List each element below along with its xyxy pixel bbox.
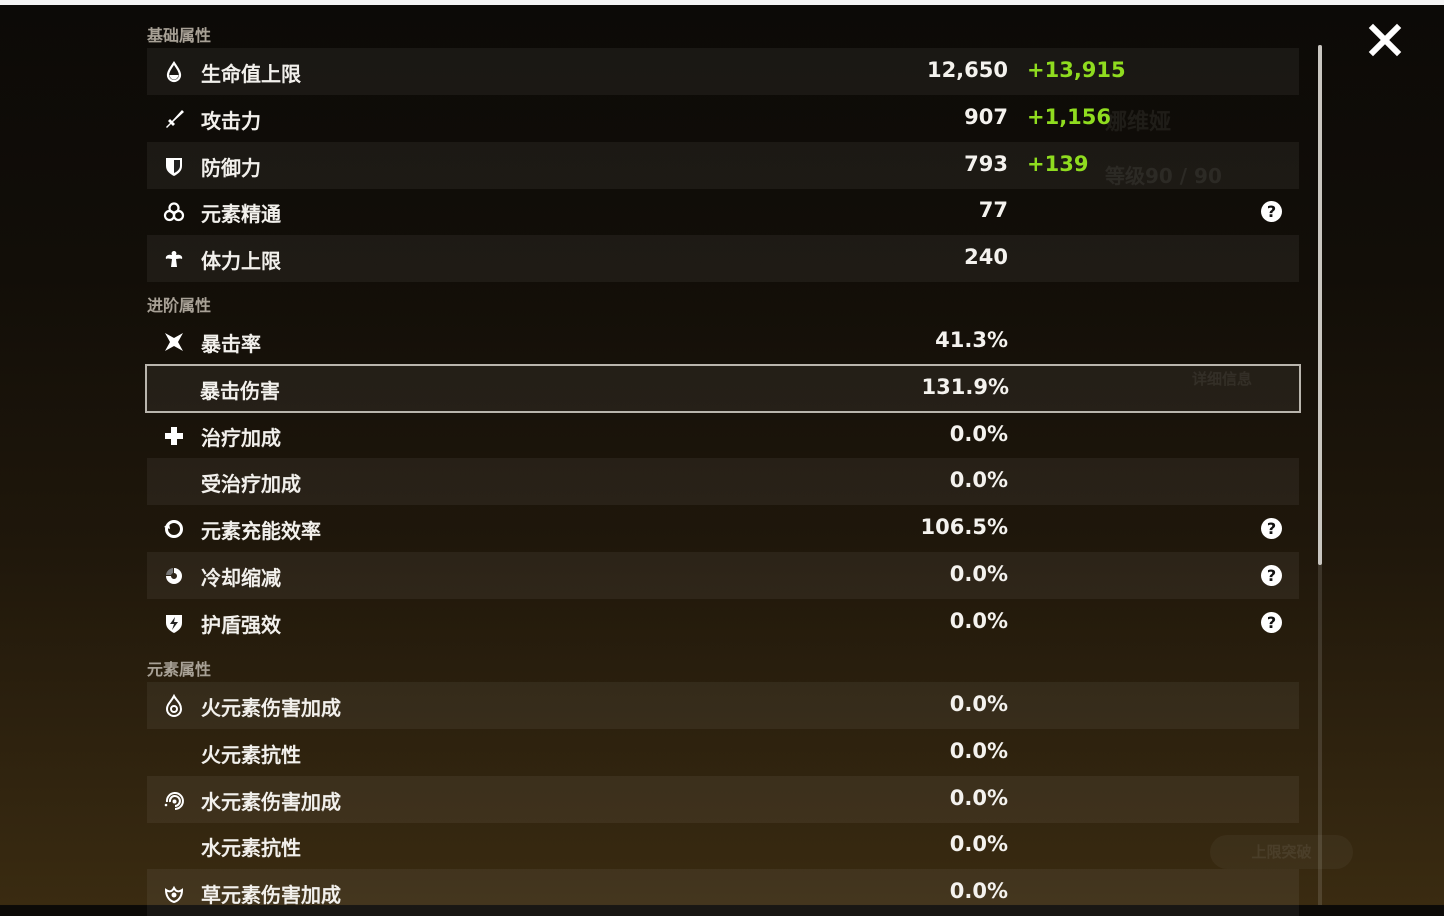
hp-drop-icon [162,60,186,84]
stat-bonus: +13,915 [1027,58,1126,82]
stat-row[interactable]: 治疗加成 0.0% [147,412,1299,459]
bg-character-name: 娜维娅 [1105,110,1172,135]
help-icon[interactable]: ? [1261,612,1282,633]
stat-label: 治疗加成 [201,426,281,450]
stat-label: 暴击率 [201,332,261,356]
stat-value: 77 [978,198,1008,222]
hydro-icon [162,788,186,812]
section-title: 进阶属性 [147,296,212,315]
stat-value: 12,650 [926,58,1008,82]
stat-row[interactable]: 暴击伤害 131.9% [145,364,1301,413]
dendro-icon [162,881,186,905]
stat-row[interactable]: 火元素伤害加成 0.0% [147,682,1299,729]
stat-value: 0.0% [949,832,1008,856]
stat-value: 0.0% [949,786,1008,810]
section-title: 基础属性 [147,26,212,45]
stat-row[interactable]: 体力上限 240 [147,235,1299,282]
stat-label: 元素充能效率 [201,519,321,543]
stat-label: 火元素抗性 [201,743,301,767]
stat-value: 907 [964,105,1008,129]
stat-row[interactable]: 攻击力 907 +1,156 [147,95,1299,142]
stat-row[interactable]: 生命值上限 12,650 +13,915 [147,48,1299,95]
stat-row[interactable]: 防御力 793 +139 [147,142,1299,189]
stat-row[interactable]: 元素精通 77? [147,188,1299,235]
pyro-icon [162,694,186,718]
stat-bonus: +1,156 [1027,105,1112,129]
close-button[interactable] [1368,23,1402,57]
stat-value: 0.0% [949,739,1008,763]
close-icon [1368,23,1402,57]
stat-row[interactable]: 暴击率 41.3% [147,318,1299,365]
stat-row[interactable]: 水元素抗性 0.0% [147,822,1299,869]
stat-value: 41.3% [935,328,1008,352]
stat-row[interactable]: 护盾强效 0.0%? [147,599,1299,646]
help-icon[interactable]: ? [1261,518,1282,539]
energy-recharge-icon [162,517,186,541]
crit-rate-icon [162,330,186,354]
stat-row[interactable]: 火元素抗性 0.0% [147,729,1299,776]
stat-label: 草元素伤害加成 [201,883,341,907]
stat-value: 0.0% [949,562,1008,586]
healing-cross-icon [162,424,186,448]
help-icon[interactable]: ? [1261,565,1282,586]
sword-icon [162,107,186,131]
stat-label: 防御力 [201,156,261,180]
stat-row[interactable]: 冷却缩减 0.0%? [147,552,1299,599]
stat-value: 106.5% [920,515,1008,539]
stat-value: 793 [964,152,1008,176]
stamina-icon [162,247,186,271]
bg-level: 等级90 / 90 [1105,164,1222,188]
stat-label: 水元素伤害加成 [201,790,341,814]
stat-value: 0.0% [949,692,1008,716]
cooldown-icon [162,564,186,588]
stat-row[interactable]: 草元素伤害加成 0.0% [147,869,1299,916]
stat-value: 0.0% [949,422,1008,446]
stat-row[interactable]: 受治疗加成 0.0% [147,458,1299,505]
top-edge [0,0,1444,5]
stat-label: 攻击力 [201,109,261,133]
stat-value: 0.0% [949,609,1008,633]
stat-value: 0.0% [949,468,1008,492]
stat-row[interactable]: 水元素伤害加成 0.0% [147,776,1299,823]
shield-icon [162,154,186,178]
scrollbar-thumb[interactable] [1318,45,1322,565]
stat-label: 护盾强效 [201,613,281,637]
elemental-mastery-icon [162,200,186,224]
stat-label: 生命值上限 [201,62,301,86]
stat-label: 冷却缩减 [201,566,281,590]
bg-details-button: 详细信息 [1192,370,1253,388]
stat-label: 元素精通 [201,202,281,226]
stat-label: 受治疗加成 [201,472,301,496]
help-icon[interactable]: ? [1261,201,1282,222]
stat-label: 暴击伤害 [200,379,280,403]
stat-value: 0.0% [949,879,1008,903]
stat-label: 水元素抗性 [201,836,301,860]
stat-value: 240 [964,245,1008,269]
shield-strength-icon [162,611,186,635]
stat-row[interactable]: 元素充能效率 106.5%? [147,505,1299,552]
stat-value: 131.9% [921,375,1009,399]
stat-label: 火元素伤害加成 [201,696,341,720]
bg-ascend-button: 上限突破 [1210,835,1353,869]
section-title: 元素属性 [147,660,212,679]
stat-label: 体力上限 [201,249,281,273]
stat-bonus: +139 [1027,152,1089,176]
